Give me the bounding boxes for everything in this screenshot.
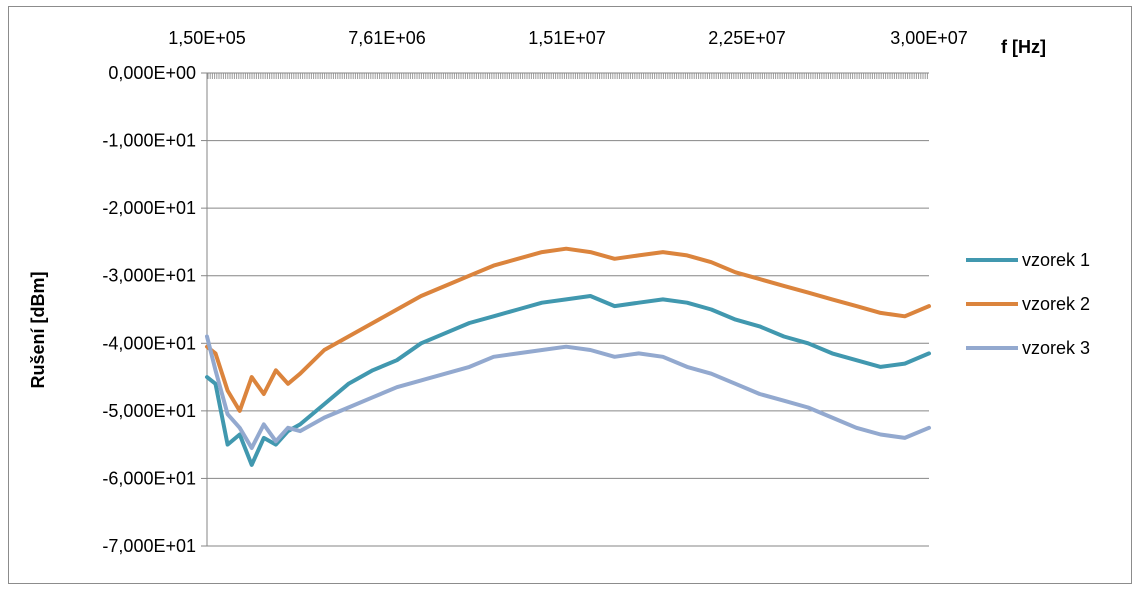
x-tick-label: 1,51E+07 [528, 28, 606, 48]
y-tick-label: -5,000E+01 [102, 401, 196, 421]
y-tick-label: -7,000E+01 [102, 536, 196, 556]
axes [201, 72, 929, 547]
x-axis-title: f [Hz] [1001, 37, 1046, 57]
series-line-1 [205, 294, 931, 467]
series-lines [205, 246, 931, 467]
legend-label-1: vzorek 1 [1022, 250, 1090, 270]
legend: vzorek 1 vzorek 2 vzorek 3 [966, 250, 1090, 358]
series-line-2 [205, 246, 931, 413]
y-tick-label: -2,000E+01 [102, 198, 196, 218]
x-tick-label: 3,00E+07 [890, 28, 968, 48]
y-tick-label: -6,000E+01 [102, 468, 196, 488]
legend-label-3: vzorek 3 [1022, 338, 1090, 358]
y-axis-title: Rušení [dBm] [28, 272, 48, 389]
gridlines [207, 72, 929, 547]
series-line-3 [205, 334, 931, 450]
x-tick-label: 7,61E+06 [348, 28, 426, 48]
x-tick-label: 2,25E+07 [708, 28, 786, 48]
chart-frame [8, 6, 1132, 584]
tick-labels: 0,000E+00 -1,000E+01 -2,000E+01 -3,000E+01 -… [102, 28, 967, 556]
x-tick-label: 1,50E+05 [168, 28, 246, 48]
y-tick-label: -1,000E+01 [102, 131, 196, 151]
y-tick-label: 0,000E+00 [108, 63, 196, 83]
legend-label-2: vzorek 2 [1022, 294, 1090, 314]
y-tick-label: -3,000E+01 [102, 266, 196, 286]
y-tick-label: -4,000E+01 [102, 333, 196, 353]
